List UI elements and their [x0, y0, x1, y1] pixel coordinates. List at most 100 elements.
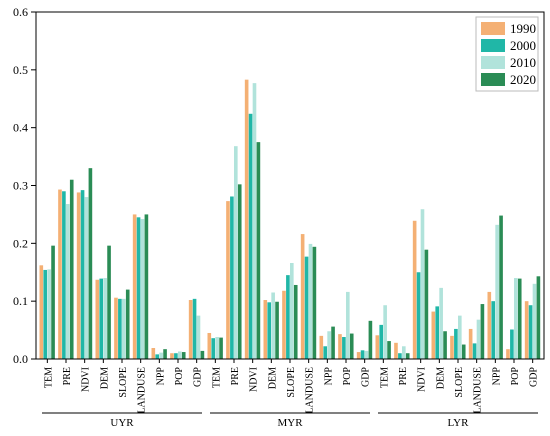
legend-swatch: [481, 56, 505, 69]
bar-lyr-gdp-2000: [528, 305, 533, 359]
bar-myr-pre-1990: [226, 201, 230, 359]
bar-lyr-tem-1990: [375, 335, 380, 359]
bar-lyr-gdp-2010: [532, 283, 537, 359]
x-tick-label: POP: [510, 367, 521, 386]
bar-uyr-tem-2000: [43, 269, 48, 359]
x-tick-label: PRE: [230, 367, 241, 385]
y-tick-label: 0.3: [13, 179, 28, 193]
bar-lyr-npp-2000: [491, 301, 496, 359]
bar-lyr-tem-2000: [379, 324, 384, 359]
bar-lyr-landuse-2000: [472, 343, 477, 359]
bar-lyr-dem-2000: [435, 306, 440, 359]
bar-lyr-tem-2010: [383, 305, 387, 359]
bar-uyr-landuse-1990: [132, 214, 137, 359]
bar-lyr-landuse-2010: [476, 319, 481, 359]
bar-uyr-tem-2020: [51, 245, 55, 359]
bar-uyr-pop-1990: [170, 353, 174, 359]
region-label: UYR: [110, 417, 134, 429]
x-tick-label: LANDUSE: [473, 367, 484, 414]
bar-lyr-landuse-2020: [480, 304, 485, 359]
y-axis: 0.0 0.1 0.2 0.3 0.4 0.5 0.6: [13, 5, 36, 366]
x-tick-label: GDP: [361, 367, 372, 387]
bar-myr-slope-1990: [282, 290, 286, 359]
bar-lyr-npp-2010: [495, 224, 499, 359]
bar-uyr-dem-1990: [95, 279, 100, 359]
bar-myr-npp-2000: [323, 346, 328, 359]
legend-swatch: [481, 39, 505, 52]
y-tick-label: 0.5: [13, 63, 28, 77]
bar-uyr-ndvi-2000: [80, 190, 85, 359]
bar-myr-dem-2010: [271, 292, 275, 359]
y-tick-label: 0.2: [13, 236, 28, 250]
x-tick-label: GDP: [193, 367, 204, 387]
bar-uyr-pop-2020: [181, 352, 186, 359]
bar-lyr-npp-2020: [499, 215, 503, 359]
bar-lyr-pop-2010: [514, 278, 518, 359]
bar-lyr-dem-2020: [443, 331, 447, 359]
bar-myr-gdp-2020: [368, 320, 373, 359]
bar-uyr-gdp-2010: [196, 315, 201, 360]
bar-uyr-slope-2010: [122, 298, 126, 359]
bar-uyr-slope-2000: [118, 298, 122, 359]
bar-myr-gdp-1990: [356, 352, 361, 359]
bar-myr-ndvi-2010: [252, 83, 257, 359]
bar-myr-landuse-1990: [300, 234, 305, 359]
x-tick-label: NPP: [155, 367, 166, 386]
bar-lyr-tem-2020: [387, 341, 391, 359]
bar-uyr-npp-2020: [163, 349, 167, 359]
x-tick-label: PRE: [398, 367, 409, 385]
bar-myr-landuse-2010: [308, 243, 313, 359]
bar-uyr-gdp-2000: [192, 298, 197, 359]
bar-myr-ndvi-2000: [248, 113, 253, 359]
bar-lyr-slope-2010: [458, 315, 462, 360]
bar-lyr-gdp-2020: [536, 276, 541, 359]
bar-myr-pop-1990: [338, 334, 342, 359]
bar-myr-dem-1990: [263, 300, 268, 359]
bar-uyr-landuse-2020: [144, 214, 149, 359]
bar-uyr-dem-2000: [99, 278, 104, 359]
x-tick-label: POP: [174, 367, 185, 386]
bar-lyr-ndvi-2000: [416, 272, 421, 359]
bar-myr-pre-2010: [234, 146, 238, 359]
x-tick-label: NDVI: [417, 367, 428, 392]
region-label: LYR: [448, 417, 470, 429]
x-tick-label: DEM: [435, 367, 446, 389]
bar-myr-pop-2020: [349, 333, 354, 359]
bar-lyr-slope-2020: [461, 344, 466, 359]
x-tick-label: NDVI: [249, 367, 260, 392]
bar-uyr-gdp-1990: [188, 300, 193, 359]
region-label: MYR: [277, 417, 303, 429]
x-tick-label: LANDUSE: [137, 367, 148, 414]
bar-uyr-pre-2000: [62, 191, 66, 359]
bar-uyr-dem-2020: [107, 245, 111, 359]
bar-uyr-landuse-2010: [140, 219, 145, 359]
bar-myr-dem-2020: [275, 301, 279, 359]
y-tick-label: 0.1: [13, 294, 28, 308]
bar-lyr-gdp-1990: [524, 301, 529, 359]
x-tick-label: POP: [342, 367, 353, 386]
bar-myr-gdp-2000: [360, 350, 365, 359]
bar-lyr-npp-1990: [487, 291, 492, 359]
bar-uyr-pre-2020: [69, 179, 74, 359]
legend-label: 2010: [510, 55, 536, 70]
legend-swatch: [481, 73, 505, 86]
bar-myr-pop-2000: [342, 337, 346, 359]
bar-lyr-pre-2000: [398, 353, 402, 359]
bar-myr-pre-2000: [230, 196, 234, 359]
bar-lyr-ndvi-2020: [424, 249, 429, 359]
bar-lyr-landuse-1990: [468, 328, 473, 359]
bar-myr-slope-2020: [293, 284, 298, 359]
bar-uyr-slope-2020: [125, 289, 130, 359]
bar-myr-dem-2000: [267, 302, 272, 359]
legend-swatch: [481, 22, 505, 35]
bar-uyr-npp-1990: [151, 348, 156, 359]
bar-uyr-tem-2010: [47, 269, 51, 359]
bar-uyr-gdp-2020: [200, 350, 205, 359]
bar-myr-gdp-2010: [364, 350, 369, 359]
bar-lyr-slope-2000: [454, 328, 458, 359]
legend-label: 1990: [510, 21, 536, 36]
bar-lyr-pop-2000: [510, 329, 514, 359]
x-tick-label: LANDUSE: [305, 367, 316, 414]
x-tick-label: NDVI: [81, 367, 92, 392]
bar-lyr-pop-1990: [506, 349, 510, 359]
